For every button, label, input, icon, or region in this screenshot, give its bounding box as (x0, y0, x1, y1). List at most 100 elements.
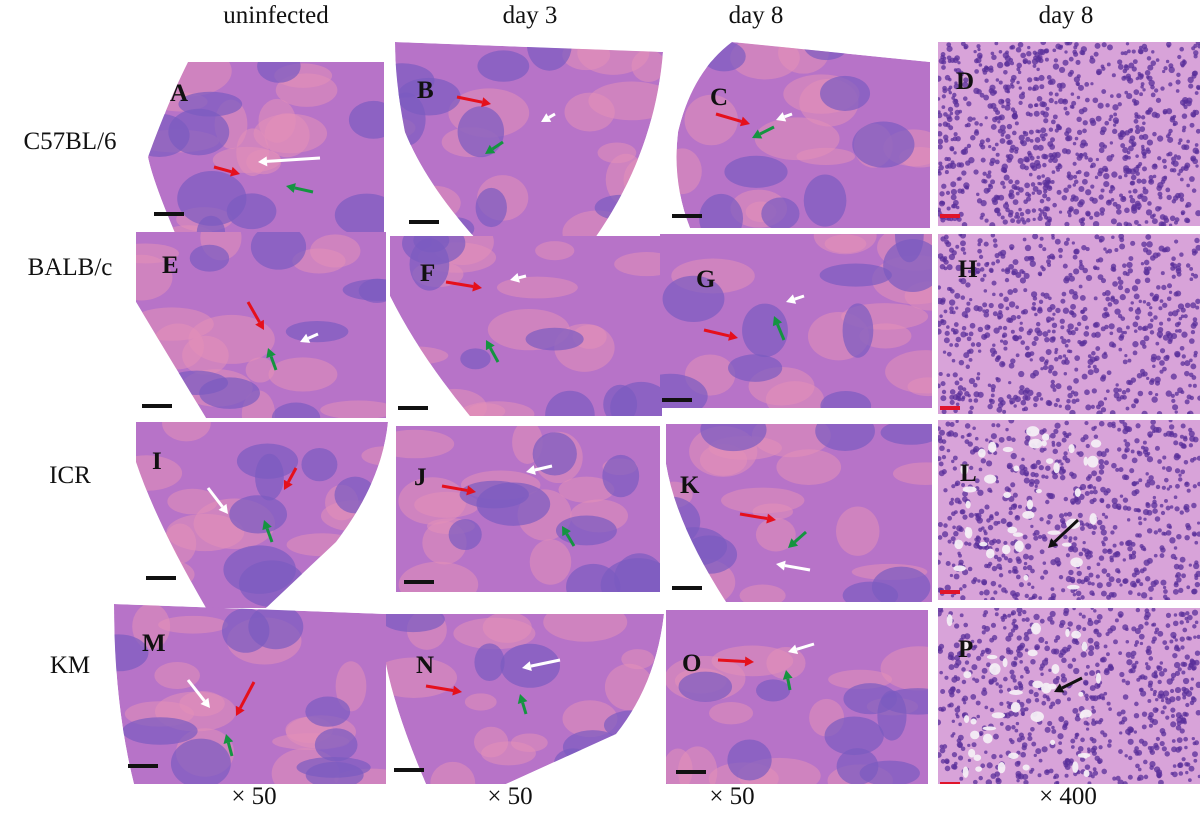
cell-nucleus (1183, 503, 1190, 510)
cell-nucleus (1027, 193, 1032, 198)
cell-nucleus (1012, 503, 1018, 508)
cell-nucleus (995, 547, 1000, 552)
cell-nucleus (1033, 613, 1040, 621)
cell-nucleus (1033, 691, 1039, 698)
cell-nucleus (1050, 587, 1055, 592)
cell-nucleus (1081, 373, 1088, 380)
cell-nucleus (1059, 44, 1064, 48)
cell-nucleus (1101, 512, 1106, 517)
vacuole (963, 715, 970, 724)
cell-nucleus (1100, 590, 1107, 597)
cell-nucleus (964, 314, 969, 319)
cell-nucleus (949, 343, 954, 347)
cell-nucleus (1011, 268, 1018, 275)
cell-nucleus (1149, 749, 1153, 753)
cell-nucleus (1046, 520, 1051, 525)
cell-nucleus (1119, 583, 1123, 587)
cell-nucleus (1157, 191, 1163, 197)
arrow-red (283, 467, 298, 490)
cell-nucleus (1047, 262, 1052, 267)
vacuole (1068, 444, 1075, 454)
cell-nucleus (952, 330, 957, 335)
cell-nucleus (1151, 623, 1155, 627)
cell-nucleus (1135, 124, 1140, 130)
cell-nucleus (1179, 177, 1184, 182)
cell-nucleus (963, 622, 969, 628)
cell-nucleus (995, 778, 1002, 784)
cell-nucleus (1107, 739, 1112, 744)
cell-nucleus (1174, 352, 1181, 358)
panel-b: B (395, 42, 663, 238)
cell-nucleus (949, 686, 956, 693)
cell-nucleus (1066, 399, 1071, 404)
arrow-white (541, 112, 556, 122)
cell-nucleus (1196, 521, 1200, 525)
cell-nucleus (938, 429, 945, 436)
cell-nucleus (1012, 678, 1017, 683)
cell-nucleus (1165, 330, 1171, 337)
cell-nucleus (983, 66, 990, 73)
cell-nucleus (1019, 212, 1025, 217)
cell-nucleus (995, 78, 1000, 82)
cell-nucleus (998, 310, 1003, 315)
cell-nucleus (977, 238, 983, 244)
cell-nucleus (1099, 497, 1105, 503)
cell-nucleus (1172, 652, 1178, 659)
white-pulp-follicle (236, 443, 299, 479)
cell-nucleus (983, 94, 990, 101)
cell-nucleus (1154, 630, 1158, 635)
micrograph-b (395, 42, 663, 238)
cell-nucleus (1174, 686, 1182, 694)
cell-nucleus (1157, 459, 1162, 464)
cell-nucleus (1046, 255, 1052, 260)
cell-nucleus (1054, 524, 1061, 531)
cell-nucleus (1013, 404, 1017, 408)
cell-nucleus (1191, 375, 1197, 380)
cell-nucleus (1018, 134, 1025, 141)
cell-nucleus (984, 116, 988, 120)
white-pulp-follicle (390, 377, 445, 416)
vacuole (1014, 540, 1024, 553)
cell-nucleus (1067, 511, 1073, 517)
cell-nucleus (1188, 338, 1195, 344)
cell-nucleus (1070, 738, 1076, 744)
cell-nucleus (951, 676, 958, 683)
cell-nucleus (1047, 329, 1051, 334)
cell-nucleus (995, 152, 1000, 157)
cell-nucleus (1091, 582, 1095, 586)
cell-nucleus (997, 303, 1004, 309)
cell-nucleus (959, 234, 967, 239)
cell-nucleus (973, 446, 980, 453)
cell-nucleus (1146, 301, 1151, 307)
panel-label-n: N (416, 652, 435, 679)
cell-nucleus (1164, 751, 1170, 757)
cell-nucleus (1059, 513, 1065, 519)
cell-nucleus (1072, 707, 1079, 714)
cell-nucleus (1041, 474, 1046, 479)
cell-nucleus (1072, 183, 1077, 187)
cell-nucleus (1119, 541, 1124, 546)
cell-nucleus (996, 312, 1004, 319)
cell-nucleus (1017, 504, 1022, 509)
cell-nucleus (1073, 179, 1079, 185)
cell-nucleus (1011, 621, 1016, 626)
cell-nucleus (1012, 710, 1019, 717)
cell-nucleus (961, 679, 967, 685)
cell-nucleus (1046, 400, 1053, 407)
cell-nucleus (1105, 631, 1110, 637)
cell-nucleus (1043, 292, 1050, 299)
cell-nucleus (991, 54, 997, 61)
arrow-green (788, 530, 807, 548)
cell-nucleus (1169, 688, 1175, 694)
cell-nucleus (938, 285, 942, 290)
cell-nucleus (1059, 82, 1066, 89)
cell-nucleus (1065, 553, 1071, 558)
cell-nucleus (1058, 210, 1063, 214)
cell-nucleus (1054, 350, 1058, 355)
red-pulp-region (292, 248, 346, 274)
cell-nucleus (1189, 176, 1195, 182)
cell-nucleus (1177, 564, 1184, 571)
cell-nucleus (1112, 776, 1117, 781)
cell-nucleus (1022, 553, 1029, 560)
cell-nucleus (1170, 707, 1176, 713)
